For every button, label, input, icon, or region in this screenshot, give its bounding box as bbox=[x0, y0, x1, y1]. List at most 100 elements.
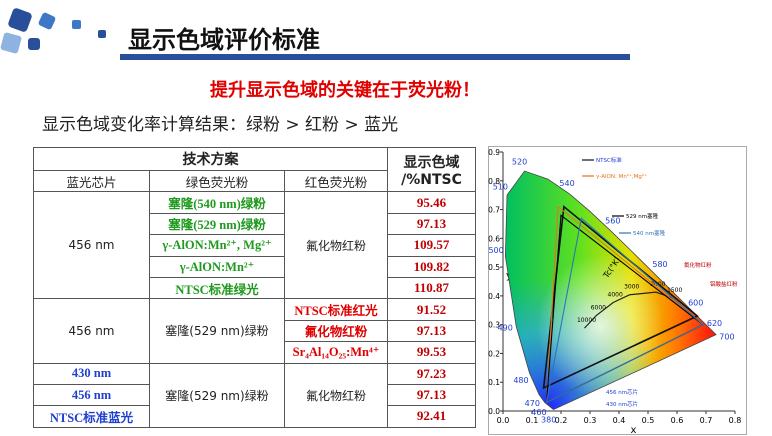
table-cell: 绿色荧光粉 bbox=[149, 169, 285, 193]
planck-temp: 4000 bbox=[608, 292, 623, 299]
x-tick-label: 0.0 bbox=[497, 416, 510, 425]
table-cell: 91.52 bbox=[387, 298, 476, 321]
y-tick-label: 0.4 bbox=[488, 292, 500, 301]
wavelength-label: 620 bbox=[707, 319, 722, 328]
table-cell: 塞隆(529 nm)绿粉 bbox=[149, 298, 285, 364]
table-cell: Sr₄Al₁₄O₂₅:Mn⁴⁺ bbox=[284, 341, 388, 364]
table-cell: 蓝光芯片 bbox=[33, 169, 150, 193]
table-cell: 97.13 bbox=[387, 383, 476, 407]
table-row: 456 nm 塞隆(540 nm)绿粉 氟化物红粉 95.46 bbox=[33, 191, 476, 300]
table-cell: 97.23 bbox=[387, 362, 476, 385]
table-cell: γ-AlON:Mn²⁺, Mg²⁺ bbox=[149, 234, 285, 257]
x-tick-label: 0.7 bbox=[700, 416, 713, 425]
table-cell: 456 nm bbox=[33, 383, 150, 407]
table-cell: 97.13 bbox=[387, 212, 476, 236]
table-cell: 430 nm bbox=[33, 362, 150, 385]
table-cell: 塞隆(529 nm)绿粉 bbox=[149, 212, 285, 236]
table-row: 蓝光芯片 绿色荧光粉 红色荧光粉 bbox=[33, 169, 476, 193]
header-line: 显示色域 bbox=[403, 154, 460, 171]
table-cell: NTSC标准红光 bbox=[284, 298, 388, 321]
cie-chart: 0.0 0.1 0.2 0.3 0.4 0.5 0.6 0.7 0.8 0.0 0.1 0.2 0.3 0… bbox=[488, 146, 747, 436]
wavelength-label: 480 bbox=[513, 376, 528, 385]
wavelength-label: 460 bbox=[531, 408, 546, 417]
table-cell: 塞隆(529 nm)绿粉 bbox=[149, 362, 285, 428]
table-cell: 109.82 bbox=[387, 255, 476, 278]
slide-title: 显示色域评价标准 bbox=[128, 26, 320, 54]
table-row: 456 nm 塞隆(529 nm)绿粉 NTSC标准红光 91.52 bbox=[33, 298, 476, 364]
planck-temp: 1500 bbox=[667, 287, 682, 294]
table-cell: γ-AlON:Mn²⁺ bbox=[149, 255, 285, 278]
planck-locus bbox=[584, 291, 673, 329]
x-axis-label: x bbox=[631, 425, 637, 436]
wavelength-label: 490 bbox=[498, 323, 513, 332]
y-tick-label: 0.6 bbox=[488, 234, 500, 243]
legend-label: γ-AlON: Mn²⁺,Mg²⁺ bbox=[596, 173, 647, 180]
table-row: NTSC标准绿光 110.87 bbox=[34, 276, 476, 300]
table-cell: 氟化物红粉 bbox=[284, 191, 388, 300]
y-tick-label: 0.2 bbox=[488, 349, 500, 358]
wavelength-label: 470 bbox=[525, 399, 540, 408]
legend-label: NTSC标准 bbox=[596, 156, 622, 164]
table-cell: 456 nm bbox=[33, 298, 150, 364]
gamut-triangle bbox=[545, 217, 705, 404]
wavelength-label: 560 bbox=[605, 216, 620, 225]
table-row: NTSC标准蓝光 92.41 bbox=[33, 405, 476, 428]
table-cell: 氟化物红粉 bbox=[284, 319, 388, 343]
table-row: 塞隆(529 nm)绿粉 97.13 bbox=[34, 212, 476, 236]
legend-label: 529 nm塞隆 bbox=[626, 212, 659, 220]
x-tick-label: 0.6 bbox=[671, 416, 684, 425]
y-tick-label: 0.9 bbox=[488, 148, 500, 157]
y-tick-label: 0.1 bbox=[488, 378, 500, 387]
side-label: 430 nm芯片 bbox=[606, 400, 638, 408]
table-cell: 氟化物红粉 bbox=[284, 362, 388, 428]
gamut-table: 技术方案 显示色域/%NTSC 蓝光芯片 绿色荧光粉 红色荧光粉 456 nm 塞隆(540… bbox=[33, 146, 476, 428]
table-cell: NTSC标准蓝光 bbox=[33, 405, 150, 428]
y-tick-label: 0.5 bbox=[488, 263, 500, 272]
y-tick-label: 0.3 bbox=[488, 321, 500, 330]
table-cell: 技术方案 bbox=[33, 147, 388, 171]
table-cell: 显示色域/%NTSC bbox=[387, 146, 476, 193]
side-label: 氟化物红粉 bbox=[684, 261, 712, 269]
table-row: 氟化物红粉 97.13 bbox=[34, 319, 476, 343]
table-row: Sr₄Al₁₄O₂₅:Mn⁴⁺ 99.53 bbox=[34, 341, 476, 364]
wavelength-label: 510 bbox=[493, 182, 508, 191]
table-row: γ-AlON:Mn²⁺ 109.82 bbox=[34, 255, 476, 278]
wavelength-label: 520 bbox=[512, 157, 527, 166]
side-label: 铝酸盐红粉 bbox=[710, 280, 738, 288]
table-cell: 塞隆(540 nm)绿粉 bbox=[149, 191, 285, 214]
y-tick-label: 0.0 bbox=[488, 407, 500, 416]
wavelength-label: 600 bbox=[688, 298, 703, 307]
locus-white bbox=[504, 170, 717, 411]
table-cell: 109.57 bbox=[387, 234, 476, 257]
wavelength-label: 380 bbox=[541, 415, 556, 424]
header-decor bbox=[0, 8, 106, 54]
wavelength-label: 580 bbox=[652, 260, 667, 269]
table-cell: 110.87 bbox=[387, 276, 476, 300]
header-line: /%NTSC bbox=[401, 171, 462, 188]
table-cell: NTSC标准绿光 bbox=[149, 276, 285, 300]
wavelength-label: 500 bbox=[488, 246, 503, 255]
side-label: 456 nm芯片 bbox=[606, 388, 638, 396]
planck-temp: 10000 bbox=[577, 317, 596, 324]
x-tick-label: 0.8 bbox=[729, 416, 742, 425]
x-tick-label: 0.2 bbox=[555, 416, 568, 425]
planck-temp: 3000 bbox=[624, 284, 639, 291]
table-cell: 红色荧光粉 bbox=[284, 169, 388, 193]
title-bar bbox=[120, 54, 630, 60]
table-cell: 456 nm bbox=[33, 191, 150, 300]
planck-temp: 6000 bbox=[591, 304, 606, 311]
table-cell: 99.53 bbox=[387, 341, 476, 364]
table-row: 456 nm 97.13 bbox=[33, 383, 476, 407]
table-row: 技术方案 显示色域/%NTSC bbox=[33, 146, 476, 193]
x-tick-label: 0.4 bbox=[613, 416, 626, 425]
subtitle: 提升显示色域的关键在于荧光粉！ bbox=[210, 80, 480, 101]
note: 显示色域变化率计算结果：绿粉 > 红粉 > 蓝光 bbox=[42, 115, 399, 135]
table-row: 430 nm 塞隆(529 nm)绿粉 氟化物红粉 97.23 bbox=[33, 362, 476, 428]
y-tick-label: 0.7 bbox=[488, 206, 500, 215]
table-cell: 95.46 bbox=[387, 191, 476, 214]
y-tick-label: 0.8 bbox=[488, 177, 500, 186]
x-tick-label: 0.1 bbox=[526, 416, 539, 425]
table-cell: 92.41 bbox=[387, 405, 476, 428]
x-tick-label: 0.5 bbox=[642, 416, 655, 425]
